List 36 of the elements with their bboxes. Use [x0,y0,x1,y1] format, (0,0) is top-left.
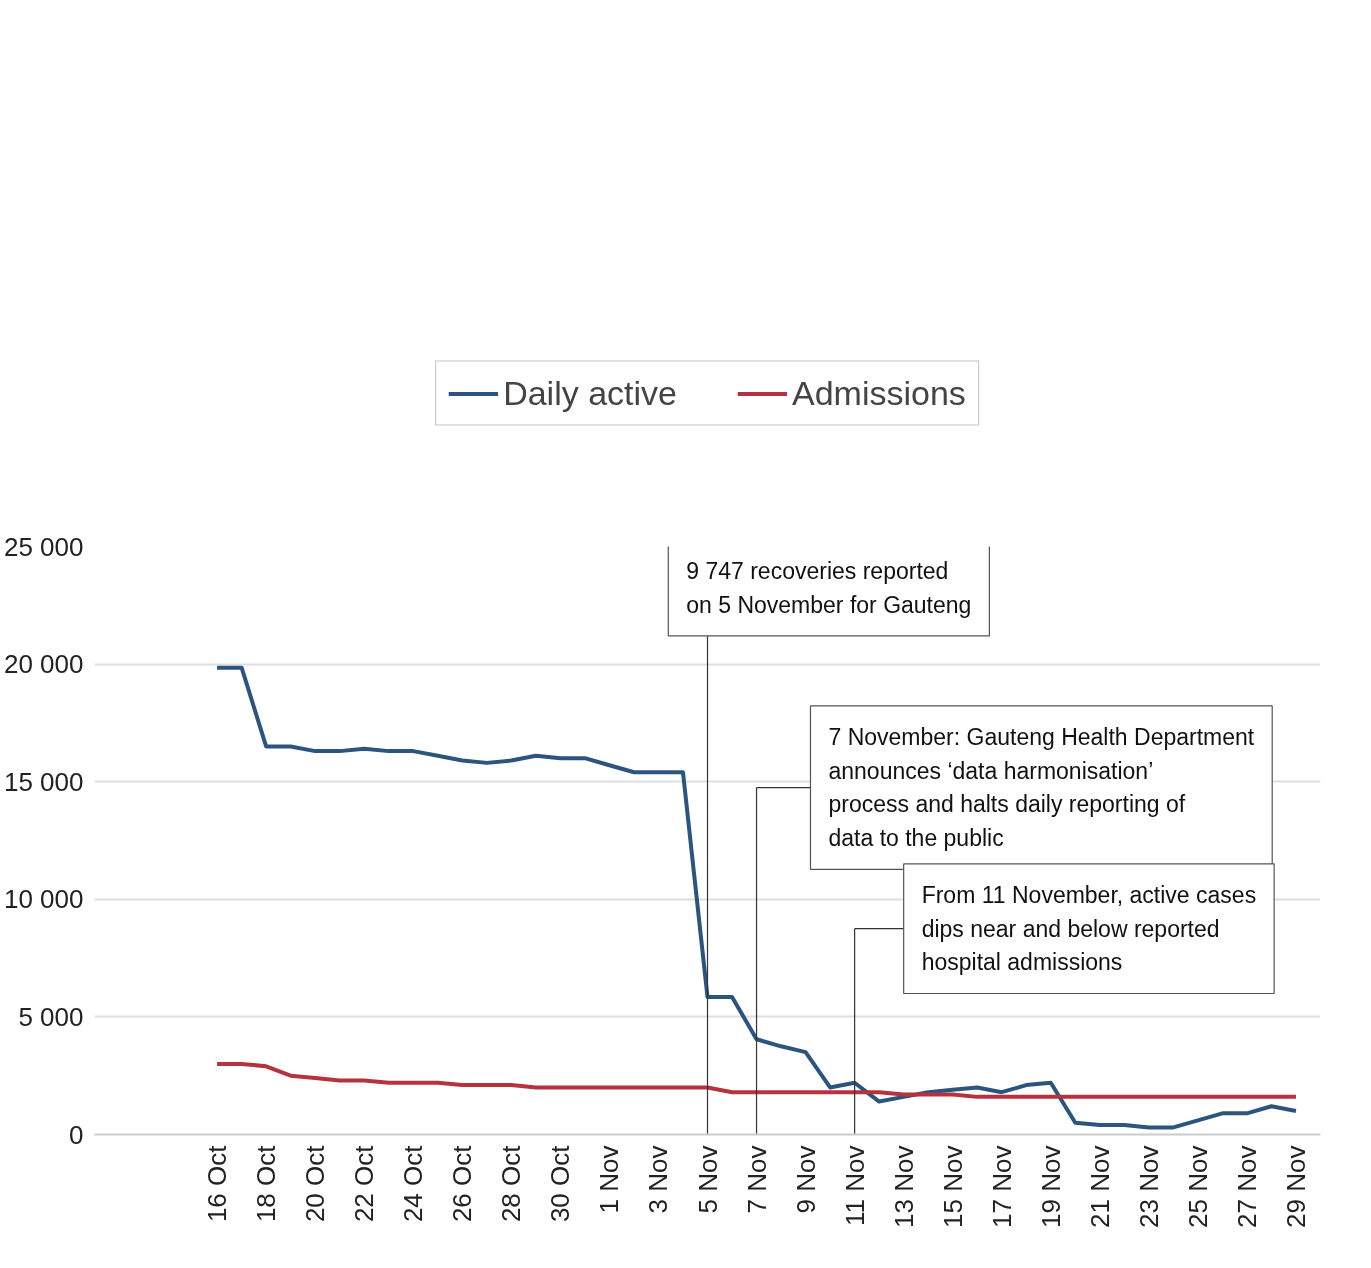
x-tick-label: 27 Nov [1231,1145,1262,1228]
x-tick-label: 3 Nov [643,1145,674,1214]
y-tick-label: 0 [69,1119,84,1150]
x-tick-label: 23 Nov [1133,1145,1164,1228]
line-series [215,1061,1298,1099]
x-tick-label: 17 Nov [986,1145,1017,1228]
x-tick-label: 28 Oct [496,1144,527,1223]
x-tick-label: 9 Nov [790,1145,821,1214]
y-tick-label: 20 000 [3,649,84,680]
ref-line-label: From 11 November, active cases dips near and below reported hospital admissions [921,881,1257,976]
x-tick-label: 22 Oct [349,1144,380,1223]
x-tick-label: 19 Nov [1035,1145,1066,1228]
y-tick-label: 15 000 [3,766,84,797]
y-tick-label: 10 000 [3,884,84,915]
ref-line-label: 9 747 recoveries reported on 5 November for Gauteng [686,558,972,618]
x-tick-label: 25 Nov [1182,1145,1213,1228]
x-tick-label: 11 Nov [839,1145,870,1226]
legend-label: Daily active [503,373,677,413]
legend-label: Admissions [792,373,966,413]
x-tick-label: 13 Nov [888,1145,919,1228]
x-tick-label: 16 Oct [202,1144,233,1223]
x-tick-label: 18 Oct [251,1144,282,1223]
x-tick-label: 24 Oct [398,1144,429,1223]
x-tick-label: 30 Oct [545,1144,576,1223]
x-tick-label: 15 Nov [937,1145,968,1228]
x-tick-label: 5 Nov [692,1145,723,1214]
x-tick-label: 29 Nov [1280,1145,1311,1228]
x-tick-label: 21 Nov [1084,1145,1115,1228]
x-tick-label: 7 Nov [741,1145,772,1214]
line-series [215,665,1298,1130]
y-tick-label: 5 000 [18,1001,84,1032]
x-tick-label: 26 Oct [447,1144,478,1223]
x-tick-label: 20 Oct [300,1144,331,1223]
y-tick-label: 25 000 [3,531,84,562]
x-tick-label: 1 Nov [594,1145,625,1214]
ref-line-label: 7 November: Gauteng Health Department announces ‘data harmonisation’ process and halts daily reporting of data to the public [828,723,1255,852]
